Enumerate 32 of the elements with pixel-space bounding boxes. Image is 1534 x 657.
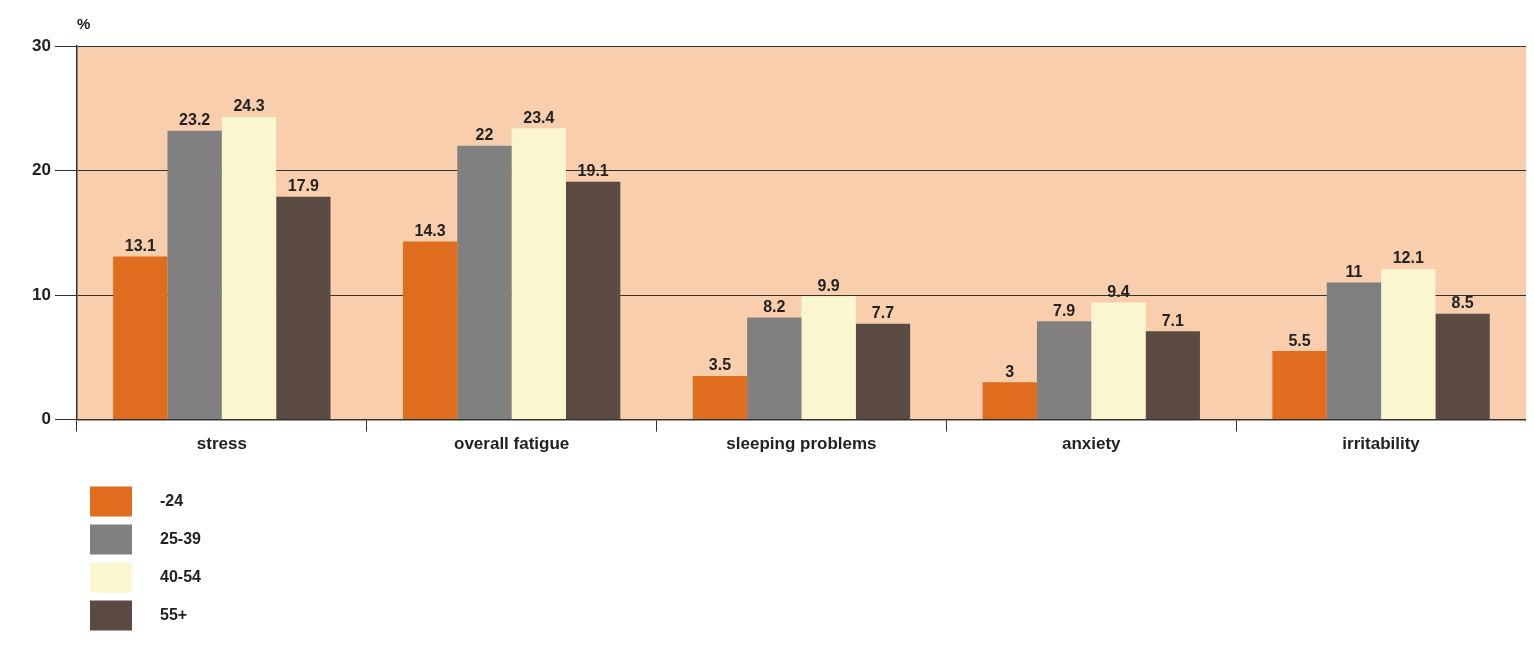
data-label: 13.1 <box>124 236 156 254</box>
data-label: 23.4 <box>523 108 555 126</box>
x-tick-label: anxiety <box>1061 434 1122 454</box>
data-label: 24.3 <box>233 97 265 115</box>
y-tick-label: 30 <box>31 35 51 55</box>
data-label: 12.1 <box>1392 249 1424 267</box>
data-label: 17.9 <box>287 177 319 195</box>
data-label: 7.9 <box>1052 301 1076 319</box>
legend-label: 25-39 <box>160 530 202 548</box>
legend-label: -24 <box>160 492 184 510</box>
legend-label: 55+ <box>160 606 188 624</box>
data-label: 5.5 <box>1288 331 1311 349</box>
data-label: 9.9 <box>817 276 840 294</box>
data-label: 7.1 <box>1161 311 1184 329</box>
data-label: 23.2 <box>179 111 211 129</box>
x-tick-label: irritability <box>1342 434 1421 454</box>
y-tick-label: 20 <box>31 160 51 180</box>
data-label: 3.5 <box>708 356 732 374</box>
x-tick-label: stress <box>196 434 247 454</box>
data-label: 7.7 <box>871 304 895 322</box>
y-tick-label: 10 <box>31 284 51 304</box>
data-label: 22 <box>475 126 494 144</box>
data-label: 3 <box>1005 362 1015 380</box>
x-tick-label: overall fatigue <box>454 434 570 454</box>
data-label: 11 <box>1345 263 1363 281</box>
y-tick-label: 0 <box>41 409 51 429</box>
data-label: 8.5 <box>1451 294 1474 312</box>
data-label: 14.3 <box>414 221 446 239</box>
legend-label: 40-54 <box>160 568 202 586</box>
x-tick-label: sleeping problems <box>726 434 877 454</box>
data-label: 8.2 <box>763 297 786 315</box>
y-axis-title: % <box>76 14 91 32</box>
